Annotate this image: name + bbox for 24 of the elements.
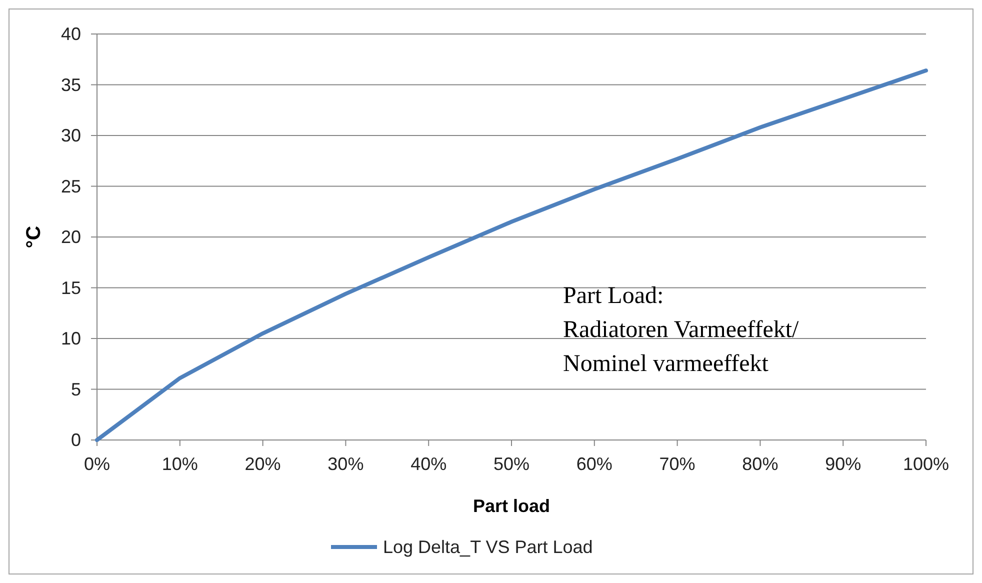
- x-tick-label: 90%: [825, 454, 862, 474]
- y-tick-label: 15: [60, 278, 81, 298]
- y-tick-label: 0: [70, 430, 81, 450]
- y-tick-label: 35: [60, 74, 81, 95]
- y-tick-label: 10: [60, 328, 81, 348]
- x-tick-label: 30%: [328, 454, 364, 474]
- x-tick-label: 10%: [162, 454, 198, 474]
- x-tick-label: 40%: [410, 454, 447, 474]
- y-tick-label: 40: [60, 24, 81, 44]
- x-tick-label: 100%: [902, 454, 950, 474]
- x-tick-label: 70%: [659, 454, 696, 474]
- x-tick-label: 20%: [244, 454, 281, 474]
- x-tick-label: 60%: [576, 454, 612, 474]
- x-axis-title: Part load: [472, 496, 550, 516]
- x-tick-label: 0%: [84, 454, 110, 474]
- y-tick-label: 20: [60, 227, 81, 247]
- x-tick-label: 50%: [493, 454, 530, 474]
- annotation: Part Load: Radiatoren Varmeeffekt/ Nominel varmeeffekt: [563, 283, 800, 377]
- x-tick-label: 80%: [742, 454, 778, 474]
- y-axis-title: °C: [23, 226, 45, 248]
- y-tick-label: 25: [60, 176, 81, 196]
- legend-label: Log Delta_T VS Part Load: [383, 537, 593, 557]
- y-tick-label: 5: [70, 379, 81, 400]
- y-tick-label: 30: [60, 126, 81, 146]
